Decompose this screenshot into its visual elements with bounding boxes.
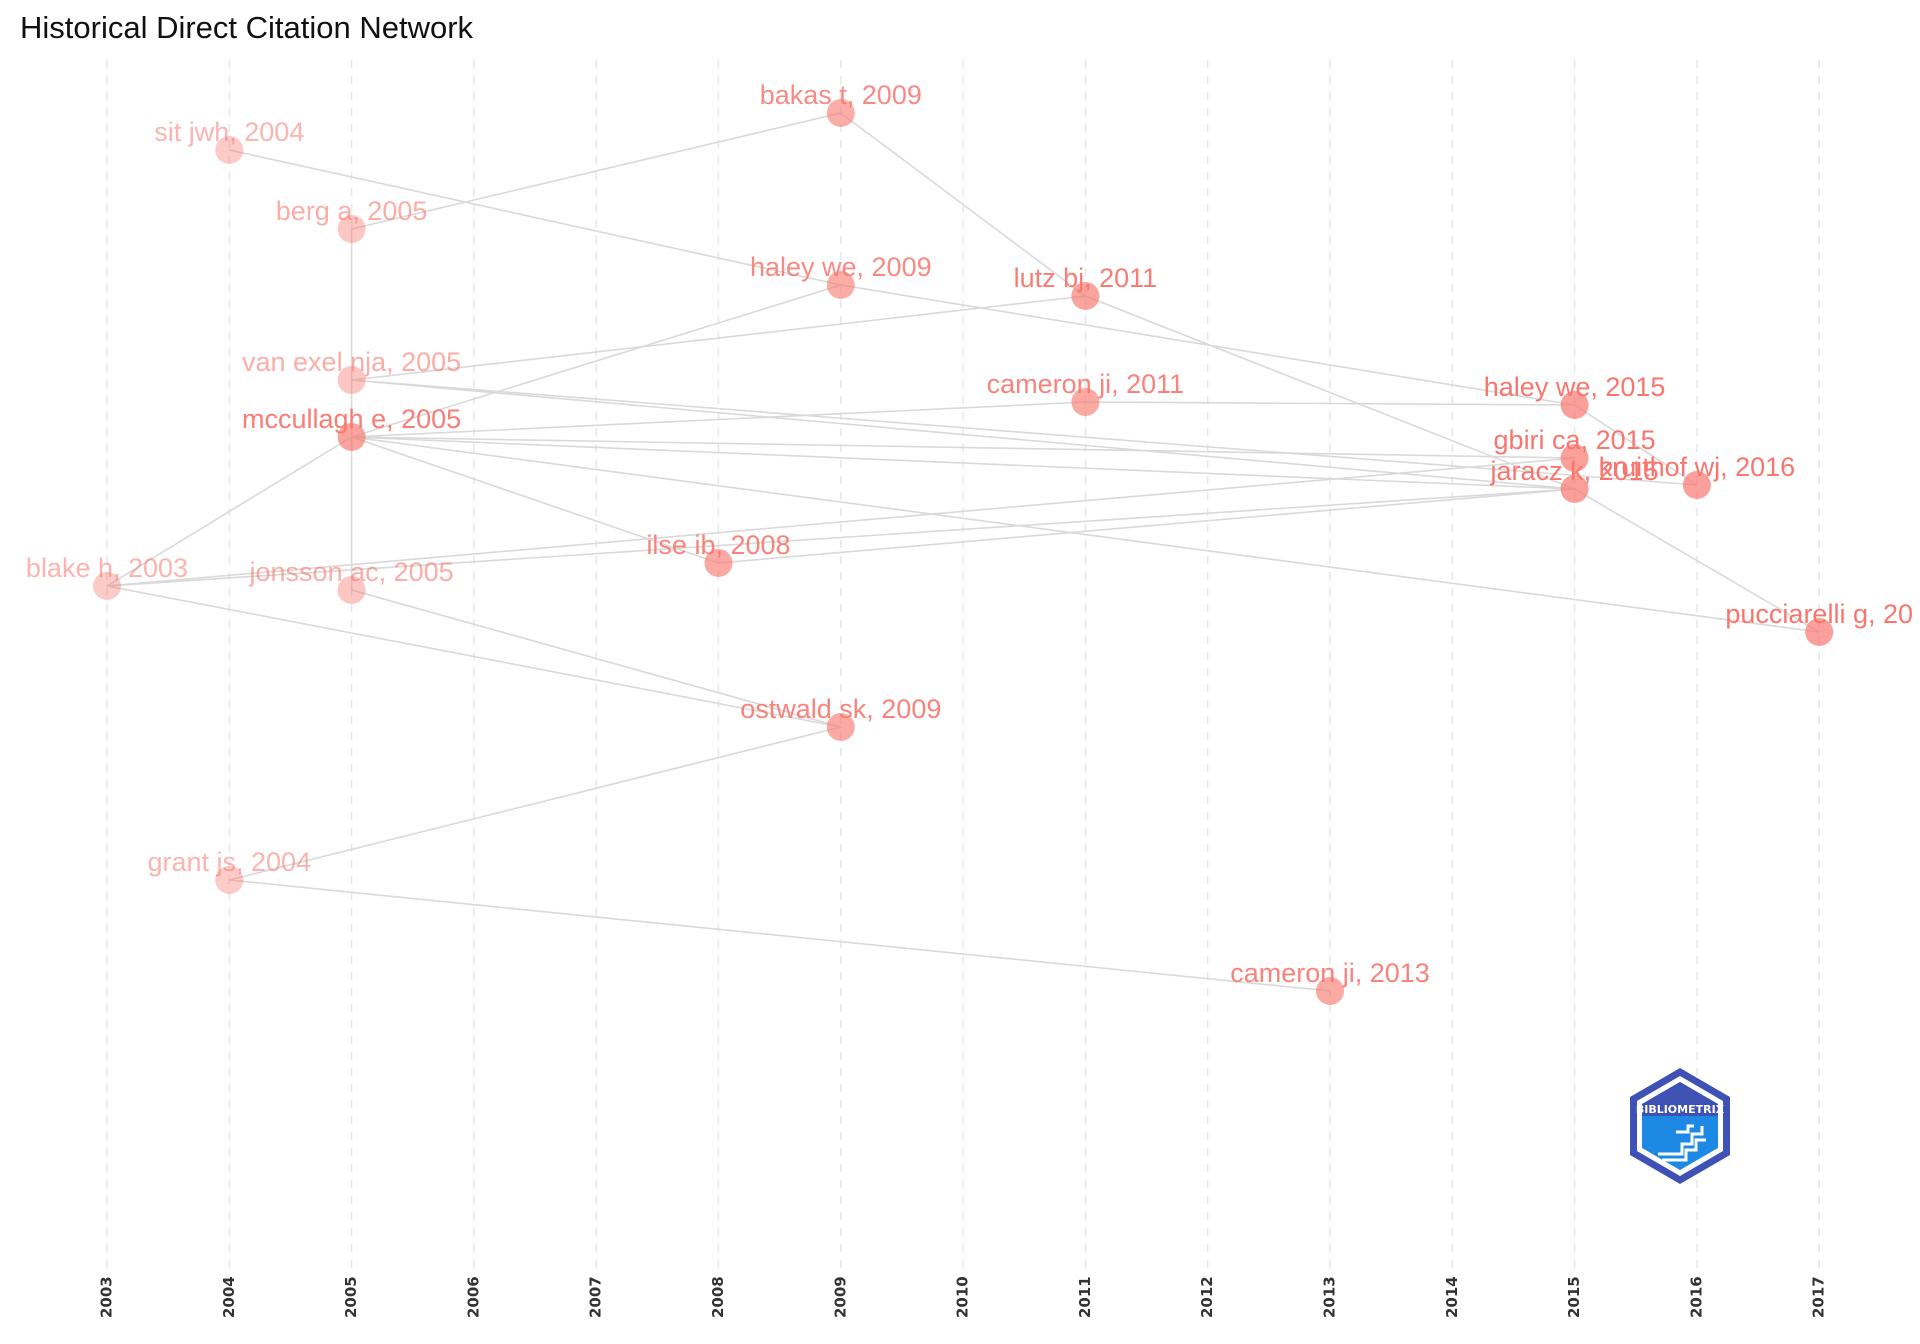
edge-cameron2011-haley2015 xyxy=(1085,401,1575,406)
node-mccullagh2005[interactable] xyxy=(337,423,366,451)
citation-edges xyxy=(106,112,1820,992)
edge-mccullagh2005-gbiri2015 xyxy=(351,436,1575,459)
node-label-ilse2008: ilse ib, 2008 xyxy=(646,530,790,560)
edge-ilse2008-jaracz2015 xyxy=(718,488,1575,564)
node-haley2009[interactable] xyxy=(826,271,855,299)
node-ilse2008[interactable] xyxy=(704,549,733,577)
node-label-bakas2009: bakas t, 2009 xyxy=(760,80,922,110)
edge-haley2015-kruithof2016 xyxy=(1574,404,1698,486)
paper-nodes xyxy=(93,99,1834,1005)
node-label-jaracz2015: jaracz k, 2015 xyxy=(1490,456,1659,486)
node-label-vanexel2005: van exel nja, 2005 xyxy=(242,347,461,377)
node-label-jonsson2005: jonsson ac, 2005 xyxy=(249,557,454,587)
edge-blake2003-mccullagh2005 xyxy=(106,436,353,587)
edge-mccullagh2005-ilse2008 xyxy=(351,436,719,564)
node-jonsson2005[interactable] xyxy=(337,576,366,604)
edge-grant2004-cameron2013 xyxy=(229,879,1331,992)
node-gbiri2015[interactable] xyxy=(1560,444,1589,472)
node-blake2003[interactable] xyxy=(93,572,121,600)
node-label-cameron2011: cameron ji, 2011 xyxy=(987,369,1185,399)
edge-sit2004-haley2009 xyxy=(229,149,841,286)
node-label-mccullagh2005: mccullagh e, 2005 xyxy=(242,404,461,434)
logo-text: BIBLIOMETRIX xyxy=(1636,1103,1725,1116)
year-tick-2009: 2009 xyxy=(831,1276,849,1318)
year-tick-2005: 2005 xyxy=(342,1276,360,1318)
year-gridlines xyxy=(106,60,1820,1270)
year-tick-2011: 2011 xyxy=(1076,1276,1094,1318)
edge-mccullagh2005-jaracz2015 xyxy=(351,436,1575,490)
node-haley2015[interactable] xyxy=(1560,391,1589,419)
node-lutz2011[interactable] xyxy=(1071,282,1100,310)
node-label-lutz2011: lutz bj, 2011 xyxy=(1014,263,1158,293)
bibliometrix-logo: BIBLIOMETRIX xyxy=(1630,1068,1730,1184)
node-bakas2009[interactable] xyxy=(826,99,855,127)
year-axis: 2003 2004 2005 2006 2007 2008 2009 2010 2011 2012… xyxy=(98,1276,1828,1318)
node-cameron2011[interactable] xyxy=(1071,388,1100,416)
page-title: Historical Direct Citation Network xyxy=(20,10,474,45)
year-tick-2012: 2012 xyxy=(1198,1276,1216,1318)
year-tick-2003: 2003 xyxy=(98,1276,116,1318)
year-tick-2007: 2007 xyxy=(587,1276,605,1318)
edge-mccullagh2005-cameron2011 xyxy=(351,401,1086,438)
node-label-haley2015: haley we, 2015 xyxy=(1484,372,1666,402)
node-pucciarelli2017[interactable] xyxy=(1805,618,1834,646)
year-tick-2010: 2010 xyxy=(954,1276,972,1318)
node-berg2005[interactable] xyxy=(337,215,366,243)
node-label-ostwald2009: ostwald sk, 2009 xyxy=(740,694,941,724)
node-label-gbiri2015: gbiri ca, 2015 xyxy=(1494,425,1656,455)
node-label-haley2009: haley we, 2009 xyxy=(750,252,932,282)
node-label-berg2005: berg a, 2005 xyxy=(276,196,428,226)
year-tick-2006: 2006 xyxy=(464,1276,482,1318)
edge-blake2003-ostwald2009 xyxy=(106,585,841,728)
node-grant2004[interactable] xyxy=(215,866,244,894)
node-kruithof2016[interactable] xyxy=(1682,471,1711,499)
year-tick-2017: 2017 xyxy=(1810,1276,1828,1318)
edge-grant2004-ostwald2009 xyxy=(229,726,841,881)
year-tick-2016: 2016 xyxy=(1687,1276,1705,1318)
edge-berg2005-bakas2009 xyxy=(351,112,841,230)
edge-blake2003-gbiri2015 xyxy=(106,457,1575,587)
year-tick-2004: 2004 xyxy=(220,1276,238,1318)
node-label-grant2004: grant js, 2004 xyxy=(147,847,311,877)
edge-jonsson2005-ostwald2009 xyxy=(351,589,842,728)
node-label-pucciarelli2017: pucciarelli g, 20 xyxy=(1725,599,1913,629)
node-ostwald2009[interactable] xyxy=(826,713,855,741)
edge-vanexel2005-jaracz2015 xyxy=(351,379,1575,490)
edge-bakas2009-lutz2011 xyxy=(840,112,1086,297)
edge-haley2009-haley2015 xyxy=(840,284,1575,406)
node-label-blake2003: blake h, 2003 xyxy=(26,553,188,583)
node-label-kruithof2016: kruithof wj, 2016 xyxy=(1599,452,1796,482)
year-tick-2014: 2014 xyxy=(1443,1276,1461,1318)
edge-blake2003-jaracz2015 xyxy=(106,488,1575,587)
node-label-cameron2013: cameron ji, 2013 xyxy=(1230,958,1430,988)
node-jaracz2015[interactable] xyxy=(1560,475,1589,503)
paper-labels: sit jwh, 2004 bakas t, 2009 berg a, 2005 ha… xyxy=(26,80,1913,988)
edge-mccullagh2005-pucciarelli2017 xyxy=(351,436,1820,633)
year-tick-2015: 2015 xyxy=(1565,1276,1583,1318)
edge-vanexel2005-lutz2011 xyxy=(351,295,1086,381)
edge-mccullagh2005-haley2009 xyxy=(351,284,842,438)
node-cameron2013[interactable] xyxy=(1316,977,1344,1005)
node-vanexel2005[interactable] xyxy=(337,366,366,394)
edge-jaracz2015-pucciarelli2017 xyxy=(1574,488,1820,633)
node-label-sit2004: sit jwh, 2004 xyxy=(154,117,304,147)
year-tick-2008: 2008 xyxy=(709,1276,727,1318)
node-sit2004[interactable] xyxy=(215,136,244,164)
year-tick-2013: 2013 xyxy=(1321,1276,1339,1318)
